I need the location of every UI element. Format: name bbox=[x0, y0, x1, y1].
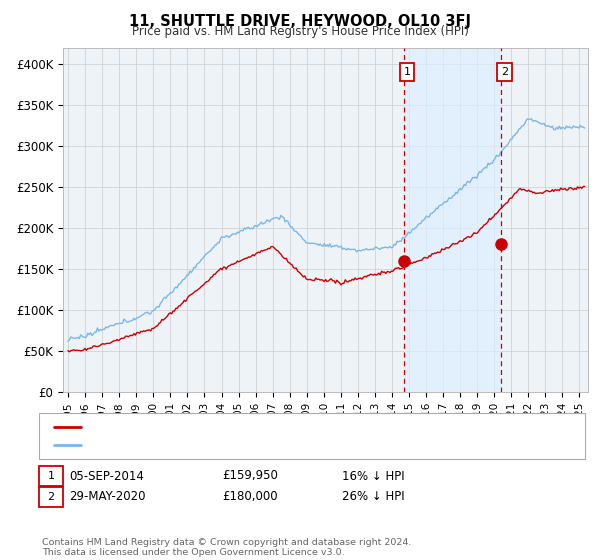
Bar bbox=[404, 48, 502, 392]
Text: 26% ↓ HPI: 26% ↓ HPI bbox=[342, 490, 404, 503]
Text: 11, SHUTTLE DRIVE, HEYWOOD, OL10 3FJ: 11, SHUTTLE DRIVE, HEYWOOD, OL10 3FJ bbox=[129, 14, 471, 29]
Text: 1: 1 bbox=[47, 471, 55, 481]
Text: 16% ↓ HPI: 16% ↓ HPI bbox=[342, 469, 404, 483]
Text: £159,950: £159,950 bbox=[222, 469, 278, 483]
Text: Price paid vs. HM Land Registry's House Price Index (HPI): Price paid vs. HM Land Registry's House … bbox=[131, 25, 469, 38]
Text: Contains HM Land Registry data © Crown copyright and database right 2024.
This d: Contains HM Land Registry data © Crown c… bbox=[42, 538, 412, 557]
Text: 2: 2 bbox=[501, 67, 508, 77]
Text: 2: 2 bbox=[47, 492, 55, 502]
Text: 29-MAY-2020: 29-MAY-2020 bbox=[69, 490, 146, 503]
Text: 11, SHUTTLE DRIVE, HEYWOOD, OL10 3FJ (detached house): 11, SHUTTLE DRIVE, HEYWOOD, OL10 3FJ (de… bbox=[87, 422, 414, 432]
Text: HPI: Average price, detached house, Rochdale: HPI: Average price, detached house, Roch… bbox=[87, 440, 340, 450]
Text: £180,000: £180,000 bbox=[222, 490, 278, 503]
Text: 05-SEP-2014: 05-SEP-2014 bbox=[69, 469, 144, 483]
Text: 1: 1 bbox=[403, 67, 410, 77]
